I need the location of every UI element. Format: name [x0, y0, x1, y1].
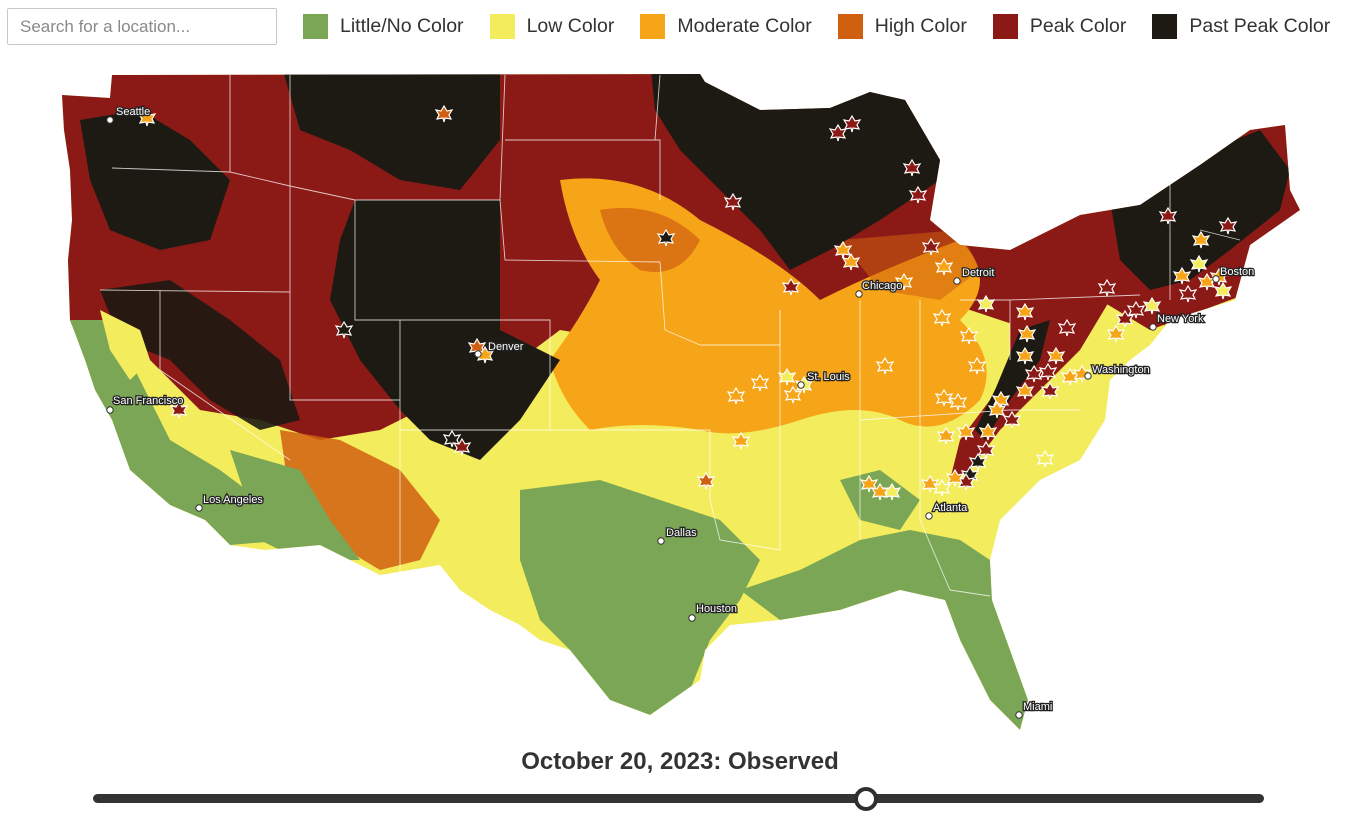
- city-label-new-york: New York: [1157, 313, 1204, 325]
- legend-swatch: [303, 14, 328, 39]
- color-legend: Little/No Color Low Color Moderate Color…: [303, 14, 1330, 39]
- city-label-miami: Miami: [1023, 701, 1052, 713]
- timeline-slider-track[interactable]: [93, 794, 1264, 803]
- city-label-dallas: Dallas: [666, 527, 697, 539]
- legend-swatch: [992, 14, 1018, 39]
- city-label-denver: Denver: [488, 341, 524, 353]
- timeline-slider-thumb[interactable]: [853, 787, 878, 811]
- legend-item-moderate-color: Moderate Color: [640, 14, 812, 39]
- legend-item-high-color: High Color: [837, 14, 967, 39]
- legend-label: Peak Color: [1029, 15, 1127, 37]
- city-label-washington: Washington: [1092, 364, 1150, 376]
- legend-label: Low Color: [526, 15, 615, 37]
- legend-swatch: [489, 14, 515, 39]
- city-label-san-francisco: San Francisco: [113, 395, 183, 407]
- foliage-map[interactable]: Seattle San Francisco Los Angeles Denver…: [0, 0, 1360, 740]
- legend-item-low-color: Low Color: [489, 14, 615, 39]
- city-label-st-louis: St. Louis: [807, 371, 850, 383]
- city-label-seattle: Seattle: [116, 106, 150, 118]
- legend-label: Moderate Color: [677, 15, 812, 37]
- legend-item-peak-color: Peak Color: [992, 14, 1127, 39]
- city-label-detroit: Detroit: [962, 267, 994, 279]
- legend-item-past-peak-color: Past Peak Color: [1152, 14, 1330, 39]
- city-label-los-angeles: Los Angeles: [203, 494, 263, 506]
- city-label-houston: Houston: [696, 603, 737, 615]
- legend-swatch: [1152, 14, 1178, 39]
- legend-label: Little/No Color: [340, 15, 464, 37]
- legend-label: Past Peak Color: [1189, 15, 1331, 37]
- color-regions: [62, 74, 1300, 730]
- city-label-boston: Boston: [1220, 266, 1254, 278]
- city-dots: [106, 116, 1220, 719]
- legend-item-little-no-color: Little/No Color: [303, 14, 464, 39]
- legend-swatch: [837, 14, 863, 39]
- state-boundaries: [99, 74, 1241, 597]
- city-label-atlanta: Atlanta: [933, 502, 968, 514]
- legend-swatch: [640, 14, 666, 39]
- city-label-chicago: Chicago: [862, 280, 902, 292]
- legend-label: High Color: [874, 15, 967, 37]
- location-search-input[interactable]: [7, 8, 277, 45]
- date-label: October 20, 2023: Observed: [521, 748, 839, 775]
